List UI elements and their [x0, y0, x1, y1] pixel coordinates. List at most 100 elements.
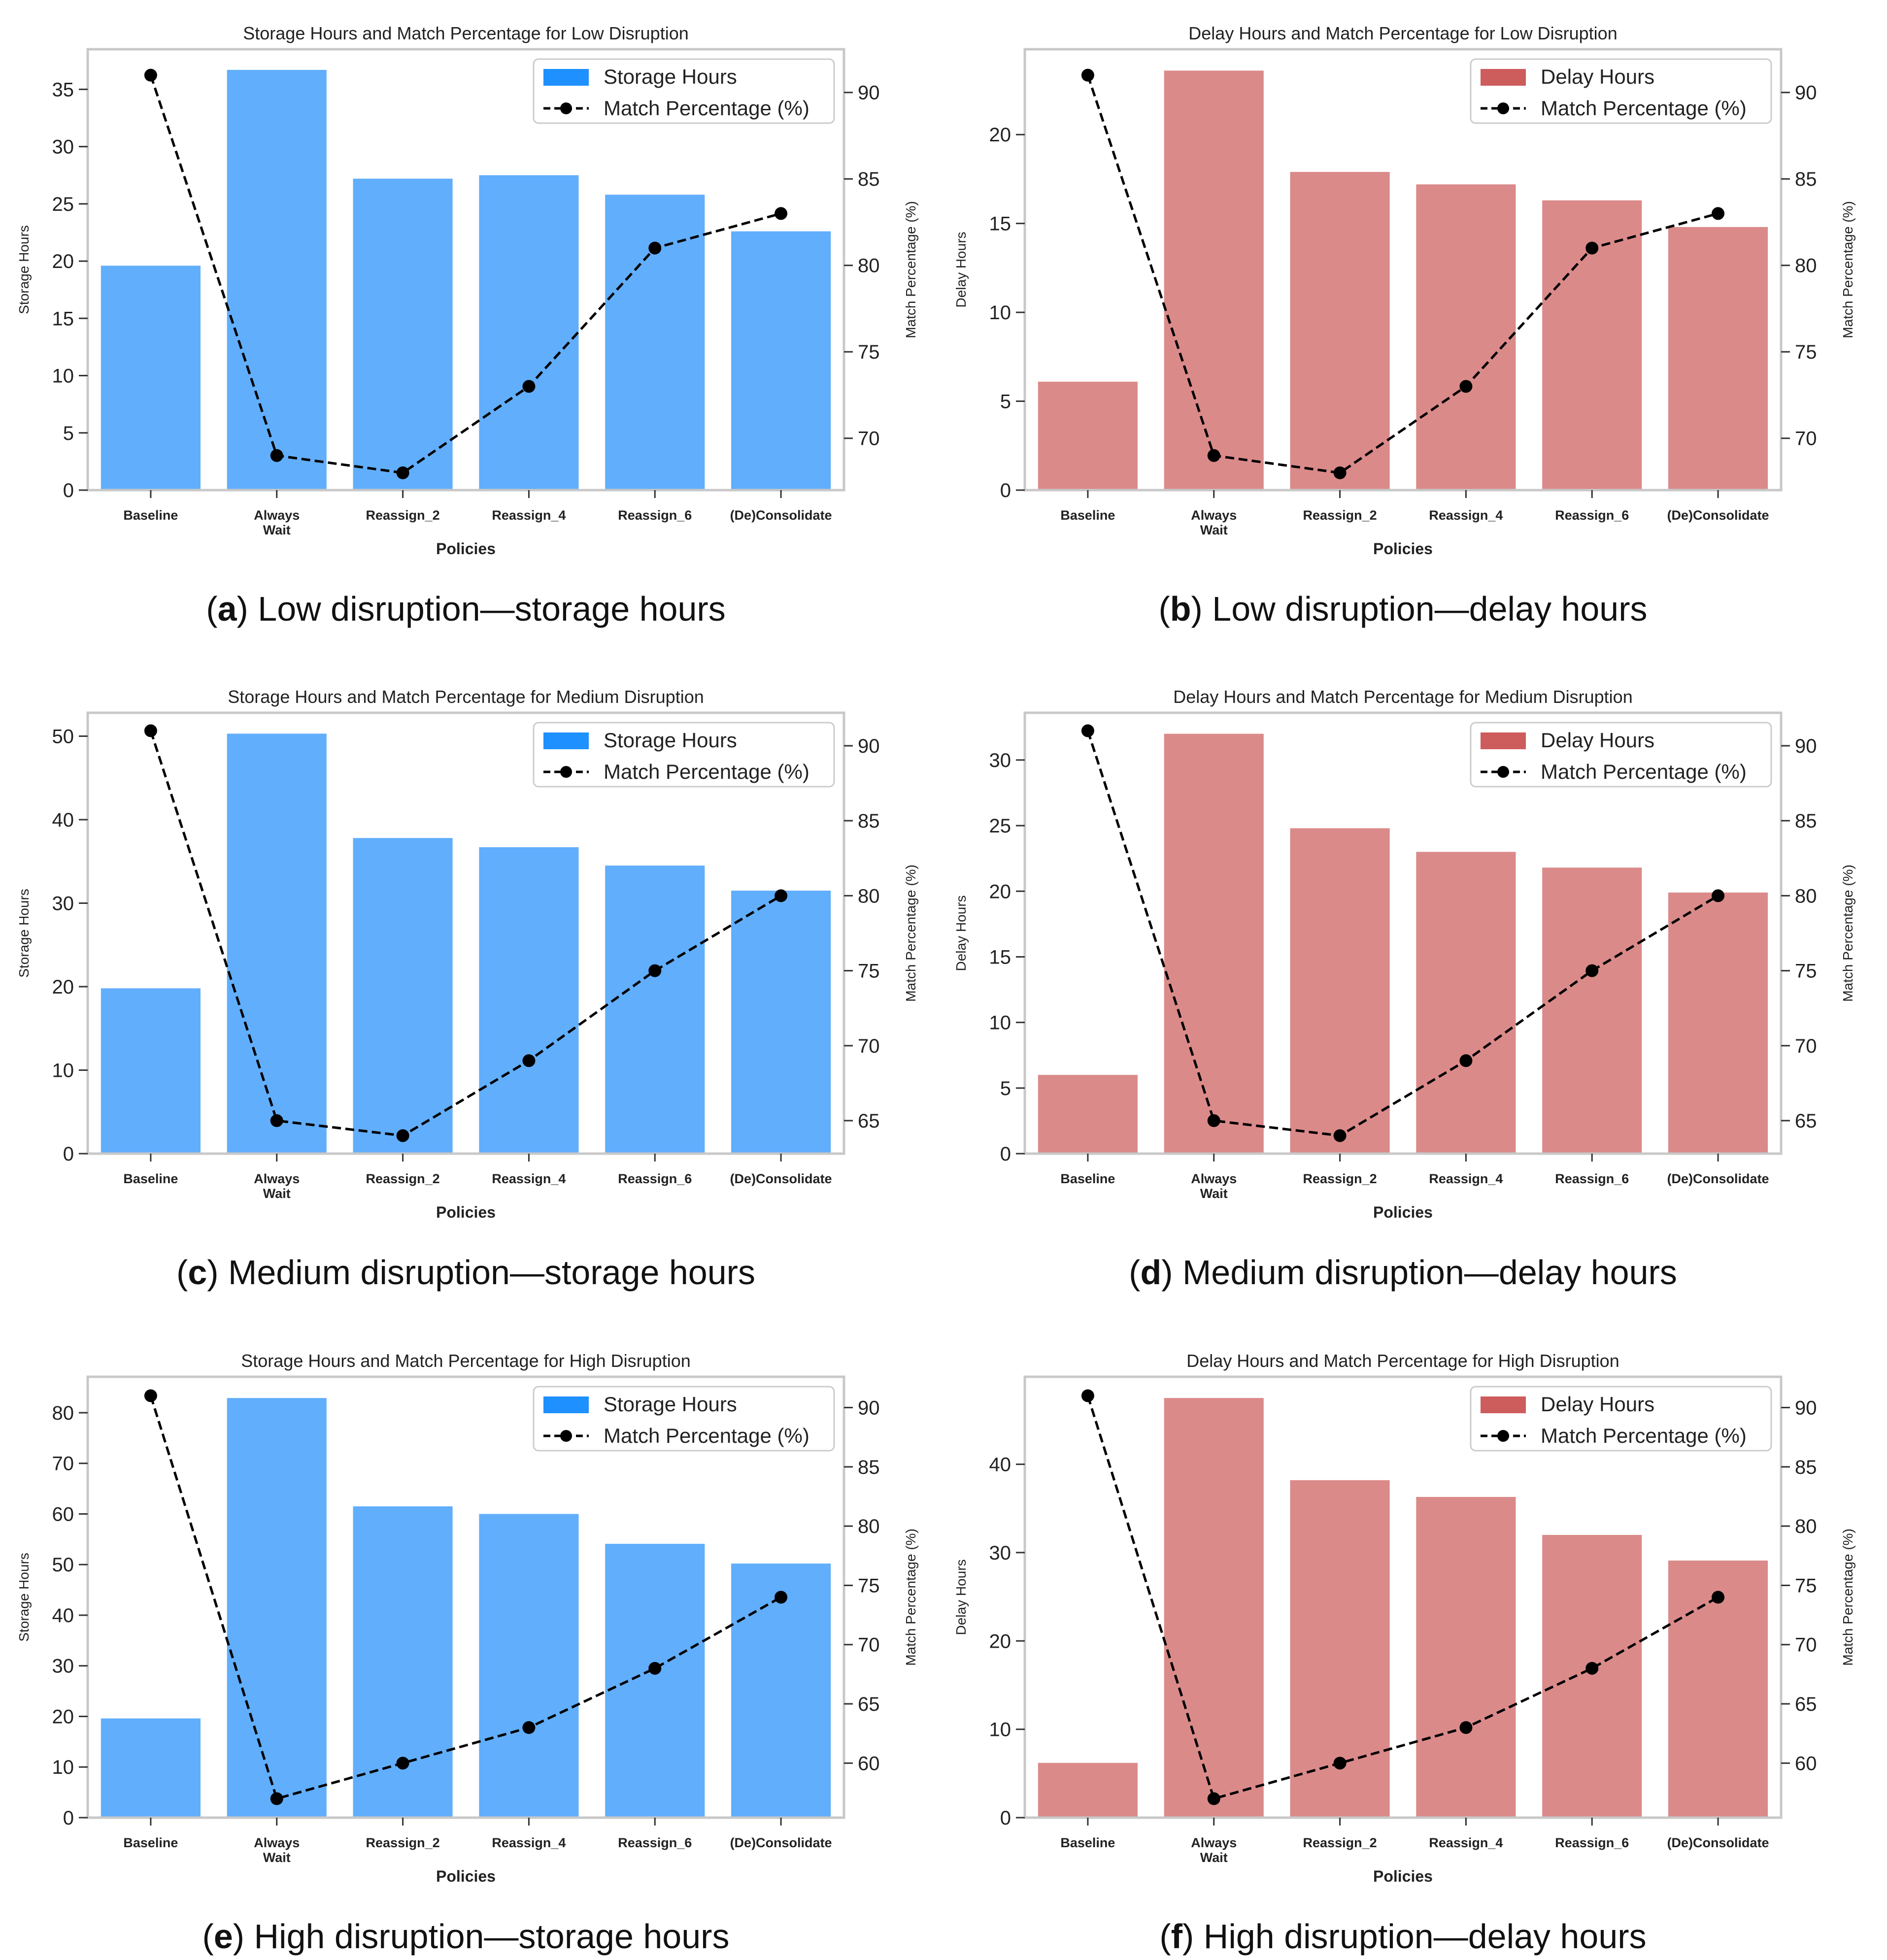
y2-tick-label: 75 [1795, 341, 1817, 363]
y-tick-label: 15 [989, 213, 1011, 235]
legend-box [1470, 722, 1772, 788]
bar-(De)Consolidate [731, 1563, 831, 1818]
y2-tick-label: 80 [1795, 1516, 1817, 1537]
x-tick-label: Always Wait [1191, 1835, 1237, 1865]
bar-(De)Consolidate [731, 231, 831, 490]
y-tick-label: 80 [52, 1402, 74, 1424]
y2-tick-label: 80 [858, 1516, 880, 1537]
y2-tick-label: 85 [858, 810, 880, 832]
chart-panel-c: Storage Hours and Match Percentage for M… [16, 687, 918, 1292]
y-tick-label: 15 [989, 946, 1011, 968]
bar-Baseline [1038, 1075, 1138, 1154]
match-line [1086, 74, 1719, 474]
bar-(De)Consolidate [731, 891, 831, 1154]
legend-bar-label: Delay Hours [1541, 65, 1654, 88]
bar-Reassign_4 [1416, 1496, 1516, 1818]
y-axis-label: Storage Hours [16, 889, 32, 978]
y2-tick-label: 75 [858, 961, 880, 982]
match-point-(De)Consolidate [775, 207, 788, 220]
y2-tick-label: 70 [1795, 428, 1817, 450]
legend-line-marker [560, 766, 572, 778]
panel-caption: (e) High disruption—storage hours [202, 1917, 730, 1956]
chart-title: Storage Hours and Match Percentage for H… [241, 1351, 690, 1371]
y-tick-label: 30 [52, 1656, 74, 1677]
x-tick-label: Baseline [123, 1835, 178, 1850]
match-point-Reassign_2 [396, 466, 409, 479]
y-axis-label: Storage Hours [16, 1553, 32, 1642]
legend-bar-label: Storage Hours [604, 1393, 737, 1416]
bar-Always Wait [1164, 1398, 1264, 1818]
legend-line-marker [1497, 766, 1509, 778]
bar-Reassign_2 [353, 178, 453, 490]
legend-line-label: Match Percentage (%) [1541, 1424, 1747, 1447]
y2-tick-label: 70 [1795, 1035, 1817, 1057]
legend-line-marker [560, 1430, 572, 1442]
x-tick-label: Reassign_4 [1429, 1171, 1503, 1186]
bar-Always Wait [227, 1398, 327, 1818]
x-tick-label: Baseline [123, 1171, 178, 1186]
match-point-(De)Consolidate [1712, 1591, 1725, 1604]
bar-Baseline [101, 266, 201, 490]
x-tick-label: Reassign_2 [366, 1835, 440, 1850]
y2-tick-label: 65 [858, 1110, 880, 1132]
y2-tick-label: 75 [858, 341, 880, 363]
legend-line-marker [1497, 102, 1509, 114]
y-tick-label: 20 [989, 124, 1011, 146]
legend-bar-swatch [1481, 732, 1526, 749]
y-tick-label: 10 [989, 302, 1011, 324]
y-tick-label: 25 [989, 815, 1011, 837]
match-point-Reassign_6 [648, 1661, 662, 1675]
match-point-Always Wait [270, 1792, 283, 1805]
y2-axis-label: Match Percentage (%) [1840, 864, 1855, 1002]
y-tick-label: 50 [52, 1554, 74, 1576]
x-tick-label: Baseline [1060, 1171, 1115, 1186]
match-point-Reassign_4 [1459, 1721, 1473, 1734]
y2-tick-label: 85 [858, 168, 880, 190]
x-tick-label: Always Wait [1191, 1171, 1237, 1201]
match-point-Reassign_4 [522, 1721, 536, 1734]
y-tick-label: 40 [52, 809, 74, 831]
x-axis-label: Policies [436, 1203, 496, 1221]
y-tick-label: 5 [1000, 1078, 1011, 1099]
y-tick-label: 5 [63, 423, 74, 444]
bar-Baseline [1038, 1762, 1138, 1818]
x-tick-label: Reassign_6 [618, 508, 692, 523]
match-line [149, 1395, 782, 1800]
y-axis-label: Delay Hours [953, 232, 969, 307]
panel-caption: (b) Low disruption—delay hours [1158, 590, 1647, 628]
plot-frame [1023, 711, 1783, 1155]
y-tick-label: 0 [63, 1143, 74, 1165]
match-point-Reassign_6 [1585, 241, 1599, 255]
y2-tick-label: 85 [1795, 1457, 1817, 1478]
legend-bar-swatch [543, 1396, 589, 1413]
match-point-Always Wait [1207, 449, 1220, 462]
x-tick-label: (De)Consolidate [730, 508, 832, 523]
y2-tick-label: 60 [858, 1753, 880, 1774]
y-tick-label: 20 [52, 251, 74, 272]
y-tick-label: 10 [52, 1757, 74, 1778]
bar-Baseline [1038, 381, 1138, 490]
match-point-Reassign_6 [648, 241, 662, 255]
legend-bar-label: Delay Hours [1541, 1393, 1654, 1416]
y-axis-label: Storage Hours [16, 225, 32, 314]
bar-Reassign_2 [353, 1506, 453, 1818]
match-point-Baseline [144, 1389, 157, 1402]
bar-Always Wait [227, 69, 327, 490]
panel-caption: (d) Medium disruption—delay hours [1129, 1253, 1677, 1292]
match-line [1086, 1395, 1719, 1800]
plot-frame [86, 1375, 845, 1819]
bar-Reassign_2 [1290, 828, 1390, 1154]
match-point-Reassign_4 [1459, 380, 1473, 393]
plot-frame [86, 48, 845, 492]
match-point-Reassign_2 [1333, 1757, 1347, 1770]
legend-box [533, 58, 835, 124]
bar-Reassign_6 [605, 865, 705, 1154]
x-tick-label: Reassign_4 [492, 1835, 566, 1850]
x-tick-label: (De)Consolidate [1667, 1171, 1769, 1186]
panel-caption: (a) Low disruption—storage hours [206, 590, 725, 628]
bar-(De)Consolidate [1668, 892, 1768, 1154]
chart-panel-d: Delay Hours and Match Percentage for Med… [953, 687, 1855, 1292]
chart-title: Storage Hours and Match Percentage for L… [243, 23, 688, 43]
y-tick-label: 35 [52, 79, 74, 100]
x-tick-label: Reassign_4 [492, 508, 566, 523]
